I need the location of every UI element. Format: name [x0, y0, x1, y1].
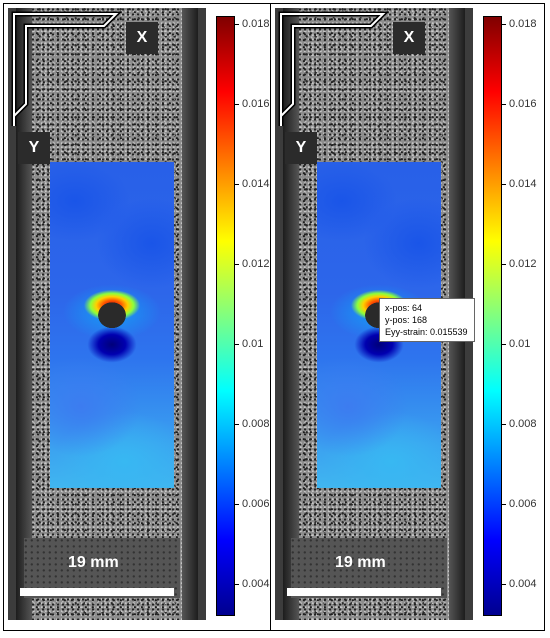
specimen-image: X Y 19 mm	[8, 8, 206, 620]
colorbar-tick	[235, 184, 239, 185]
colorbar-tick	[235, 424, 239, 425]
colorbar-tick	[502, 104, 506, 105]
colorbar-tick-label: 0.01	[509, 338, 531, 350]
colorbar-tick-label: 0.006	[509, 498, 537, 510]
colorbar-tick-label: 0.016	[242, 98, 270, 110]
colorbar: 0.004 0.006 0.008 0.01 0.012 0.014 0.016…	[213, 14, 270, 624]
axis-x-label: X	[393, 22, 425, 54]
panel-divider	[270, 3, 271, 631]
colorbar-tick-label: 0.004	[509, 578, 537, 590]
axis-y-label: Y	[18, 132, 50, 164]
strain-panel-right: X Y 19 mm x-pos: 64 y-pos: 168 Eyy-strai…	[275, 8, 537, 626]
colorbar-tick	[502, 504, 506, 505]
colorbar-tick-label: 0.018	[509, 18, 537, 30]
data-tip: x-pos: 64 y-pos: 168 Eyy-strain: 0.01553…	[379, 298, 475, 342]
axis-frame-outline	[278, 11, 390, 126]
colorbar-tick-label: 0.014	[242, 178, 270, 190]
colorbar-tick	[502, 424, 506, 425]
colorbar-tick	[502, 184, 506, 185]
data-tip-strain: Eyy-strain: 0.015539	[385, 327, 468, 337]
scale-bar	[287, 588, 441, 596]
specimen-image: X Y 19 mm x-pos: 64 y-pos: 168 Eyy-strai…	[275, 8, 475, 620]
colorbar-tick	[502, 264, 506, 265]
axis-x-label: X	[126, 22, 158, 54]
data-tip-x: x-pos: 64	[385, 303, 423, 313]
colorbar-tick	[502, 584, 506, 585]
colorbar-tick	[502, 24, 506, 25]
colorbar-tick	[502, 344, 506, 345]
colorbar-tick	[235, 344, 239, 345]
colorbar-gradient	[216, 16, 235, 616]
colorbar-tick-label: 0.008	[509, 418, 537, 430]
specimen-edge-right	[182, 8, 198, 620]
axis-frame-outline	[11, 11, 123, 126]
axis-y-label: Y	[285, 132, 317, 164]
scale-label: 19 mm	[335, 554, 386, 571]
colorbar-gradient	[483, 16, 502, 616]
colorbar-tick-label: 0.018	[242, 18, 270, 30]
colorbar-tick-label: 0.012	[509, 258, 537, 270]
colorbar-tick	[235, 504, 239, 505]
scale-label: 19 mm	[68, 554, 119, 571]
colorbar-tick-label: 0.016	[509, 98, 537, 110]
colorbar: 0.004 0.006 0.008 0.01 0.012 0.014 0.016…	[480, 14, 537, 624]
colorbar-tick-label: 0.006	[242, 498, 270, 510]
scale-bar	[20, 588, 174, 596]
strain-heatmap[interactable]	[50, 162, 174, 488]
data-tip-y: y-pos: 168	[385, 315, 428, 325]
colorbar-tick-label: 0.01	[242, 338, 264, 350]
colorbar-tick	[235, 584, 239, 585]
colorbar-tick-label: 0.014	[509, 178, 537, 190]
colorbar-tick	[235, 104, 239, 105]
colorbar-tick	[235, 264, 239, 265]
colorbar-tick	[235, 24, 239, 25]
colorbar-tick-label: 0.008	[242, 418, 270, 430]
colorbar-tick-label: 0.004	[242, 578, 270, 590]
strain-panel-left: X Y 19 mm 0.004 0.006 0.008 0.01 0.012 0…	[8, 8, 270, 626]
colorbar-tick-label: 0.012	[242, 258, 270, 270]
